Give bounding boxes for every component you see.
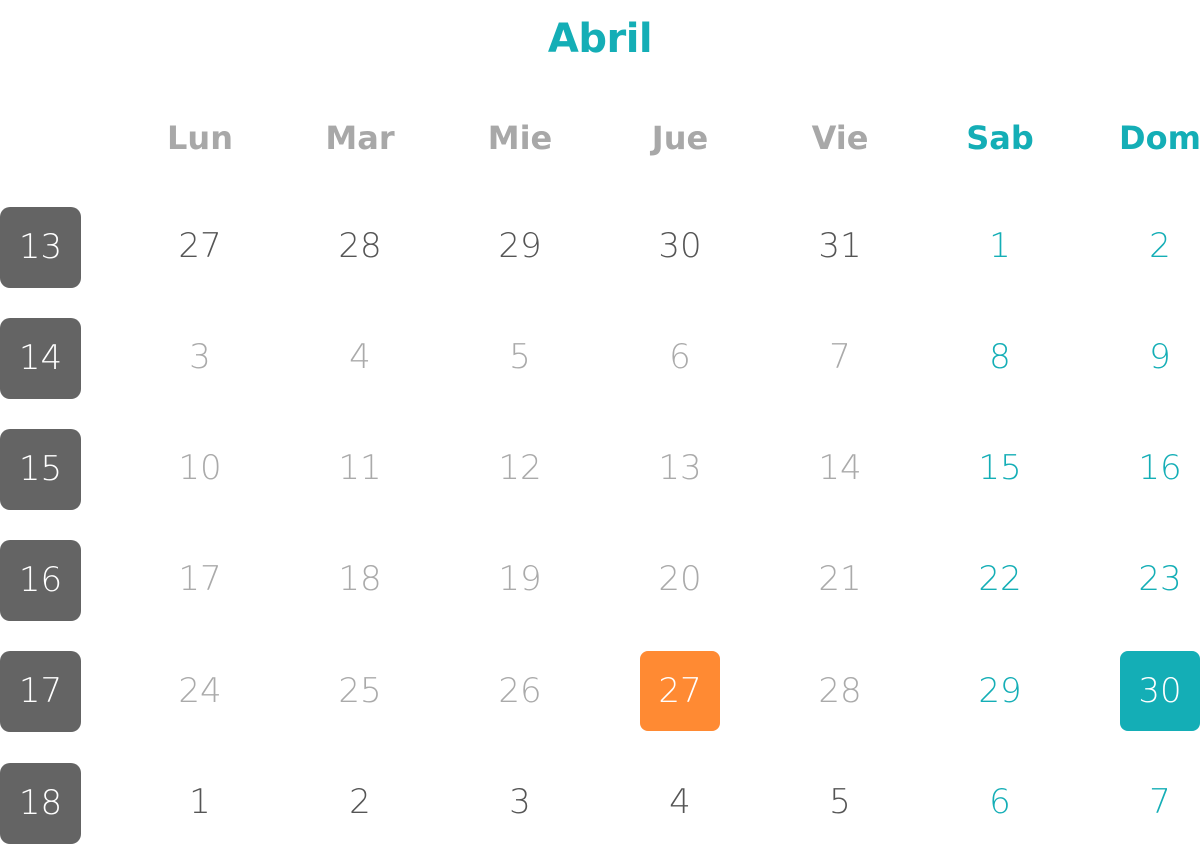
- day-cell[interactable]: 26: [498, 671, 542, 711]
- day-cell[interactable]: 5: [829, 782, 851, 822]
- weekday-header-thu: Jue: [651, 119, 709, 157]
- day-cell[interactable]: 23: [1138, 559, 1182, 599]
- day-cell[interactable]: 25: [338, 671, 382, 711]
- week-number: 14: [0, 318, 81, 399]
- day-cell[interactable]: 29: [978, 671, 1022, 711]
- day-cell[interactable]: 1: [989, 226, 1011, 266]
- day-cell[interactable]: 13: [658, 448, 702, 488]
- day-cell[interactable]: 1: [189, 782, 211, 822]
- day-cell[interactable]: 22: [978, 559, 1022, 599]
- day-cell[interactable]: 6: [989, 782, 1011, 822]
- day-cell[interactable]: 19: [498, 559, 542, 599]
- day-cell-today[interactable]: 27: [640, 651, 720, 731]
- day-cell[interactable]: 11: [338, 448, 382, 488]
- day-cell[interactable]: 28: [818, 671, 862, 711]
- day-cell-selected[interactable]: 30: [1120, 651, 1200, 731]
- day-cell[interactable]: 29: [498, 226, 542, 266]
- day-cell[interactable]: 20: [658, 559, 702, 599]
- week-number: 18: [0, 763, 81, 844]
- day-cell[interactable]: 9: [1149, 337, 1171, 377]
- day-cell[interactable]: 2: [1149, 226, 1171, 266]
- week-number: 15: [0, 429, 81, 510]
- day-cell[interactable]: 17: [178, 559, 222, 599]
- day-cell[interactable]: 27: [178, 226, 222, 266]
- day-cell[interactable]: 30: [658, 226, 702, 266]
- weekday-header-sun: Dom: [1119, 119, 1200, 157]
- week-number: 16: [0, 540, 81, 621]
- day-cell[interactable]: 10: [178, 448, 222, 488]
- day-cell[interactable]: 5: [509, 337, 531, 377]
- weekday-header-tue: Mar: [325, 119, 395, 157]
- day-cell[interactable]: 4: [349, 337, 371, 377]
- day-cell[interactable]: 3: [189, 337, 211, 377]
- day-cell[interactable]: 7: [1149, 782, 1171, 822]
- day-cell[interactable]: 2: [349, 782, 371, 822]
- day-cell[interactable]: 12: [498, 448, 542, 488]
- day-cell[interactable]: 7: [829, 337, 851, 377]
- weekday-header-fri: Vie: [811, 119, 869, 157]
- day-cell[interactable]: 14: [818, 448, 862, 488]
- day-cell[interactable]: 28: [338, 226, 382, 266]
- day-cell[interactable]: 15: [978, 448, 1022, 488]
- day-cell[interactable]: 4: [669, 782, 691, 822]
- week-number: 17: [0, 651, 81, 732]
- day-cell[interactable]: 8: [989, 337, 1011, 377]
- day-cell[interactable]: 21: [818, 559, 862, 599]
- day-cell[interactable]: 3: [509, 782, 531, 822]
- weekday-header-mon: Lun: [167, 119, 233, 157]
- day-cell[interactable]: 31: [818, 226, 862, 266]
- day-cell[interactable]: 6: [669, 337, 691, 377]
- day-cell[interactable]: 24: [178, 671, 222, 711]
- week-number: 13: [0, 207, 81, 288]
- day-cell[interactable]: 18: [338, 559, 382, 599]
- weekday-header-sat: Sab: [966, 119, 1034, 157]
- weekday-header-wed: Mie: [487, 119, 553, 157]
- day-cell[interactable]: 16: [1138, 448, 1182, 488]
- month-title: Abril: [547, 16, 653, 62]
